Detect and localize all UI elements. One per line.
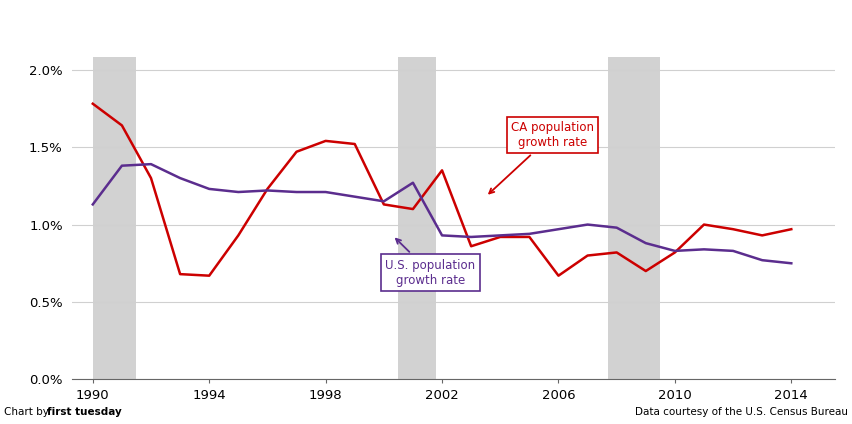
Text: U.S. population
growth rate: U.S. population growth rate	[385, 239, 475, 287]
Text: Data courtesy of the U.S. Census Bureau: Data courtesy of the U.S. Census Bureau	[635, 407, 848, 417]
Bar	[608, 57, 660, 379]
Bar	[399, 57, 436, 379]
Text: Rate of Population Growth in the U.S. and California: Rate of Population Growth in the U.S. an…	[150, 16, 702, 35]
Text: CA population
growth rate: CA population growth rate	[489, 121, 594, 193]
Text: Chart by: Chart by	[4, 407, 52, 417]
Bar	[93, 57, 136, 379]
Text: first tuesday: first tuesday	[47, 407, 122, 417]
